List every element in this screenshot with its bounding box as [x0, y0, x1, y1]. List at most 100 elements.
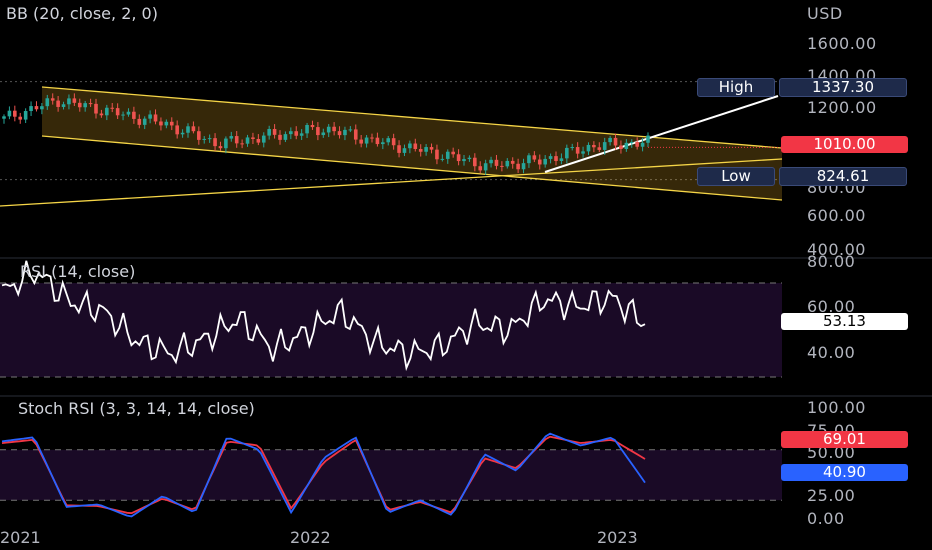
- candle-body: [316, 127, 320, 136]
- candle-body: [115, 108, 120, 116]
- candle-body: [110, 107, 115, 109]
- candle-body: [94, 103, 98, 114]
- rsi-tick-60: 60.00: [807, 297, 856, 316]
- candle-body: [50, 98, 55, 101]
- candle-body: [473, 157, 477, 167]
- stoch-band-fill: [0, 449, 782, 501]
- candle-body: [153, 114, 158, 122]
- candle-body: [289, 131, 293, 135]
- candle-body: [364, 137, 369, 144]
- candle-body: [29, 106, 33, 112]
- rsi-tick-40: 40.00: [807, 343, 856, 362]
- candle-body: [283, 134, 288, 140]
- candle-body: [326, 126, 331, 133]
- breakout-trend-line: [544, 95, 779, 173]
- candle-body: [592, 144, 596, 148]
- candle-body: [61, 104, 66, 107]
- high-value-tag: 1337.30: [779, 78, 907, 97]
- candle-body: [629, 141, 634, 143]
- candle-body: [332, 126, 336, 132]
- candle-body: [359, 139, 363, 144]
- candle-body: [619, 145, 623, 150]
- price-tick-400: 400.00: [807, 240, 866, 259]
- candle-body: [240, 143, 244, 145]
- candle-body: [489, 159, 493, 164]
- candle-body: [586, 144, 591, 152]
- candle-body: [478, 166, 483, 171]
- candle-body: [532, 155, 537, 160]
- rsi-value-tag: 53.13: [781, 313, 908, 330]
- candle-body: [191, 126, 196, 132]
- candle-body: [132, 111, 136, 119]
- bb-channel-fill: [42, 87, 782, 200]
- candle-body: [440, 158, 445, 160]
- last-price-tag: 1010.00: [781, 136, 908, 153]
- candle-body: [40, 106, 44, 110]
- candle-body: [294, 131, 299, 136]
- candle-body: [169, 121, 174, 126]
- candle-body: [537, 159, 542, 165]
- candle-body: [381, 142, 385, 145]
- candle-body: [597, 147, 602, 150]
- candle-body: [527, 155, 531, 164]
- candle-body: [321, 132, 326, 136]
- candle-body: [445, 151, 450, 159]
- x-axis-2023: 2023: [597, 528, 638, 547]
- candle-body: [88, 103, 93, 105]
- candle-body: [559, 158, 564, 161]
- candle-body: [554, 156, 558, 161]
- candle-body: [386, 138, 391, 143]
- candle-body: [164, 121, 169, 126]
- support-trend-line: [0, 158, 783, 207]
- candle-body: [635, 141, 639, 147]
- candle-body: [77, 102, 82, 108]
- candle-body: [602, 142, 607, 150]
- candle-body: [548, 156, 553, 159]
- candle-body: [159, 121, 163, 126]
- candle-body: [224, 138, 228, 149]
- x-axis-2022: 2022: [290, 528, 331, 547]
- price-tick-1600: 1600.00: [807, 34, 877, 53]
- stoch-indicator-label[interactable]: Stoch RSI (3, 3, 14, 14, close): [18, 399, 255, 418]
- candle-body: [570, 147, 575, 149]
- candle-body: [462, 159, 466, 162]
- candle-body: [105, 107, 109, 116]
- candle-body: [137, 118, 142, 125]
- high-label-tag: High: [697, 78, 775, 97]
- candle-body: [2, 116, 6, 119]
- stoch-k-line: [1, 432, 646, 518]
- candle-body: [56, 100, 60, 107]
- candle-body: [7, 110, 12, 117]
- candle-body: [510, 160, 515, 164]
- stoch-d-value-tag: 40.90: [781, 464, 908, 481]
- candle-body: [608, 137, 612, 143]
- rsi-line: [1, 260, 646, 372]
- candle-body: [23, 111, 28, 120]
- candle-body: [435, 149, 439, 160]
- candle-body: [142, 118, 147, 125]
- candle-body: [234, 136, 239, 144]
- rsi-indicator-label[interactable]: RSI (14, close): [20, 262, 136, 281]
- candle-body: [581, 151, 585, 154]
- candle-body: [67, 98, 71, 105]
- bb-indicator-label[interactable]: BB (20, close, 2, 0): [6, 4, 158, 23]
- x-axis-2021: 2021: [0, 528, 41, 547]
- candle-body: [343, 129, 347, 136]
- candle-body: [34, 106, 39, 110]
- candle-body: [424, 147, 428, 152]
- candle-body: [575, 147, 580, 154]
- candle-body: [13, 110, 17, 117]
- rsi-tick-80: 80.00: [807, 252, 856, 271]
- candle-body: [370, 137, 374, 139]
- candle-body: [418, 149, 423, 152]
- candle-body: [278, 134, 282, 140]
- channel-upper-line: [41, 86, 783, 149]
- stoch-k-value-tag: 69.01: [781, 431, 908, 448]
- candle-body: [429, 147, 434, 150]
- candle-body: [245, 137, 250, 144]
- channel-lower-line: [41, 135, 783, 201]
- candle-body: [272, 128, 277, 135]
- stoch-tick-100: 100.00: [807, 398, 866, 417]
- candle-body: [375, 137, 380, 145]
